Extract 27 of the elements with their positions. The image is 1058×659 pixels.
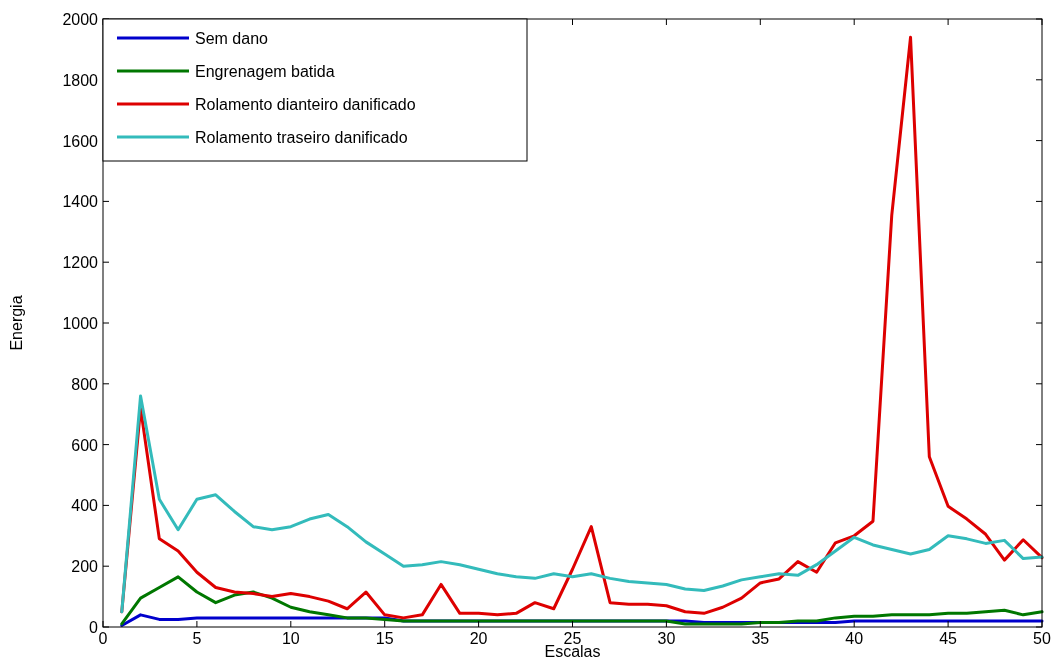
legend-label: Rolamento dianteiro danificado — [195, 96, 416, 113]
y-tick-label: 800 — [71, 375, 99, 393]
y-tick-label: 200 — [71, 558, 99, 576]
y-tick-label: 600 — [71, 436, 99, 454]
legend-label: Sem dano — [195, 30, 269, 47]
y-tick-label: 400 — [71, 497, 99, 515]
y-tick-label: 1000 — [62, 315, 99, 332]
y-tick-label: 1200 — [62, 254, 99, 272]
y-axis-title: Energia — [8, 295, 25, 351]
x-tick-label: 40 — [845, 630, 864, 647]
x-tick-label: 10 — [281, 630, 300, 647]
y-tick-label: 1600 — [62, 132, 99, 150]
line-series — [120, 394, 1044, 614]
y-tick-label: 2000 — [62, 11, 99, 28]
legend-label: Rolamento traseiro danificado — [195, 129, 408, 146]
x-tick-label: 50 — [1033, 630, 1051, 647]
x-tick-label: 45 — [939, 630, 958, 647]
x-tick-label: 20 — [469, 630, 488, 647]
y-tick-label: 0 — [89, 619, 99, 636]
legend-label: Engrenagem batida — [195, 63, 335, 80]
x-tick-label: 35 — [751, 630, 770, 647]
y-tick-label: 1400 — [62, 193, 99, 211]
line-series — [120, 575, 1044, 626]
y-tick-label: 1800 — [62, 71, 99, 89]
x-tick-label: 30 — [657, 630, 676, 647]
x-tick-label: 5 — [192, 630, 202, 647]
x-tick-label: 15 — [375, 630, 394, 647]
